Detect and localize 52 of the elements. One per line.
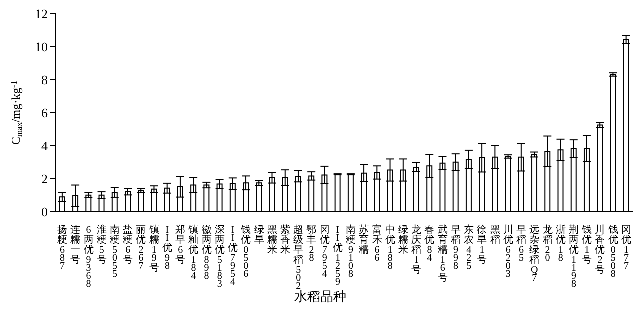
x-tick-label: 绿糯米: [398, 225, 409, 256]
x-tick-label: 南粳9108: [346, 224, 356, 280]
x-tick-label: II优7954: [228, 225, 238, 288]
x-tick-label: 东农425: [464, 224, 474, 272]
x-tick-label: 远杂绿稻Q7: [530, 224, 540, 284]
y-tick-label: 12: [35, 6, 48, 22]
x-tick-label: 川香优2号: [595, 224, 606, 276]
x-tick-label: 富禾66: [372, 224, 382, 264]
x-tick-label: 郑早6号: [176, 224, 186, 266]
x-tick-label: 连糯一号: [70, 224, 81, 266]
x-tick-label: 中优188: [385, 224, 396, 272]
x-tick-label: 超级早稻502: [294, 224, 304, 292]
x-tick-label: 盐粳6号: [123, 224, 134, 266]
x-tick-label: 冈优177: [621, 225, 632, 272]
x-tick-label: 早稻998: [450, 225, 461, 272]
y-tick-label: 2: [42, 172, 48, 187]
x-tick-label: 6两优9368: [84, 225, 94, 290]
x-tick-label: 南粳5055: [110, 224, 120, 280]
x-tick-label: 春优84: [424, 225, 435, 264]
x-tick-label: 钱优0508: [607, 225, 618, 280]
x-tick-label: 扬粳687: [58, 224, 68, 272]
x-tick-label: 绿旱: [254, 225, 264, 246]
x-tick-label: 钱优0506: [240, 225, 252, 280]
x-tick-label: 鄂丰28: [306, 225, 317, 264]
x-tick-label: 浙优18: [556, 224, 566, 264]
x-tick-label: 川优6203: [503, 224, 514, 280]
y-tick-label: 6: [42, 106, 48, 121]
x-tick-label: 黑稻: [490, 225, 500, 246]
x-tick-label: 镇籼优184: [188, 224, 199, 282]
x-tick-label: 冈优7954: [320, 225, 330, 280]
x-tick-label: 武育糯16号: [438, 224, 448, 284]
x-tick-label: 黑糯米: [267, 225, 278, 256]
x-tick-label: 苏育糯: [359, 224, 370, 256]
x-tick-label: 紫香米: [280, 224, 290, 256]
x-tick-label: II优98: [162, 225, 172, 272]
x-tick-label: 龙庆稻1号: [412, 224, 422, 276]
y-tick-label: 0: [42, 204, 48, 220]
y-tick-label: 4: [42, 138, 48, 154]
x-tick-label: 龙稻20: [542, 224, 553, 264]
x-tick-label: 徐旱1号: [477, 224, 488, 266]
x-tick-label: 钱优1号: [581, 225, 592, 266]
y-tick-label: 10: [35, 40, 48, 55]
x-tick-label: 镇糯19号: [148, 224, 160, 274]
y-tick-label: 8: [42, 72, 48, 88]
x-axis-title: 水稻品种: [294, 289, 346, 304]
x-tick-label: 早稻65: [516, 225, 527, 264]
x-tick-label: II优1259: [332, 225, 343, 288]
x-tick-label: 荆两优1198: [568, 224, 579, 290]
x-tick-label: 淮粳5号: [96, 224, 107, 266]
x-tick-label: 深两优5183: [214, 224, 225, 290]
x-tick-label: 丽优267: [136, 225, 146, 272]
x-tick-label: 徽两优898: [202, 224, 212, 282]
